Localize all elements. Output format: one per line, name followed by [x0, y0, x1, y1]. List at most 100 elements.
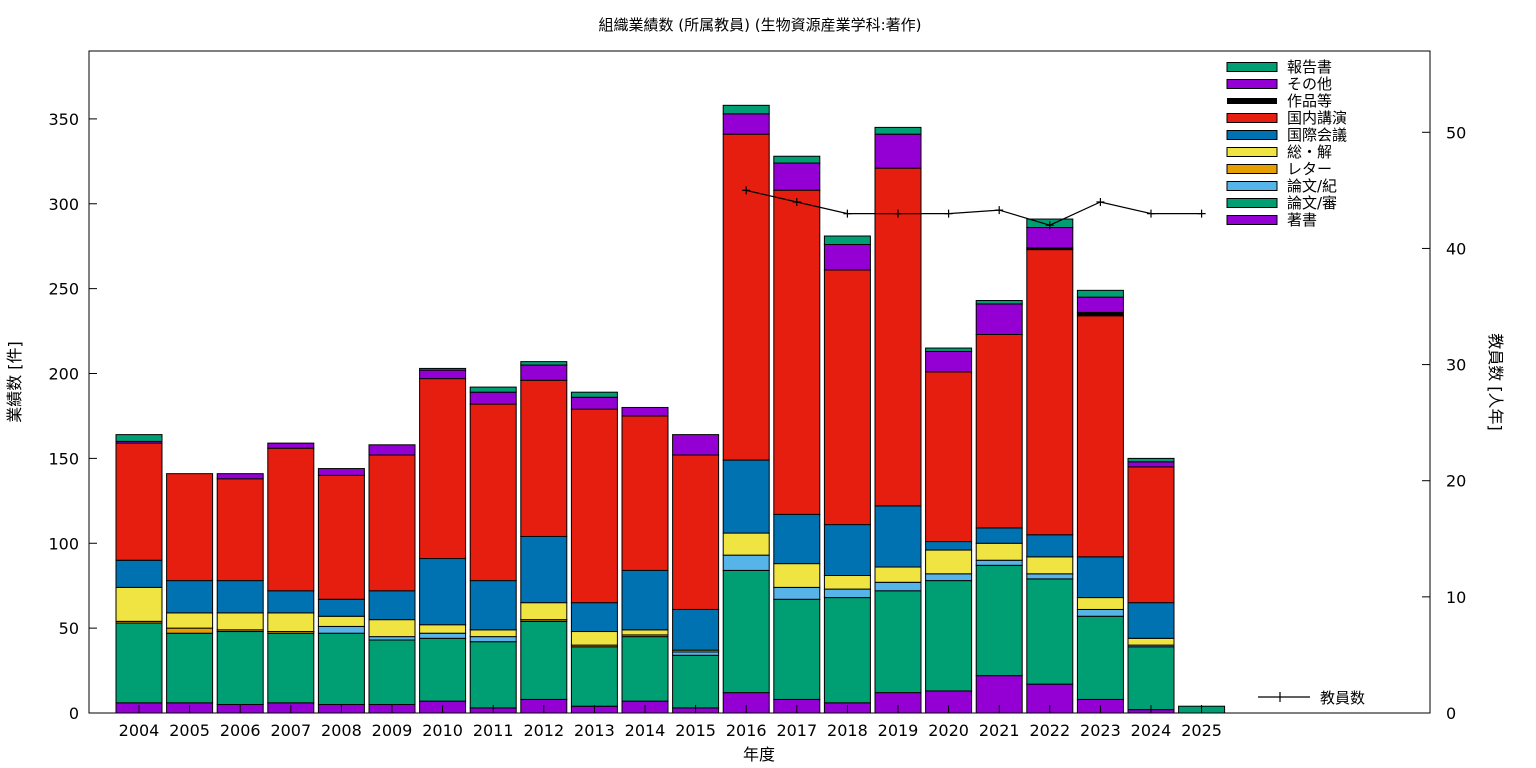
bar-segment [925, 350, 973, 373]
bar-segment [672, 608, 720, 651]
staff-line-point [843, 209, 852, 218]
x-tick-label: 2008 [321, 721, 362, 740]
x-tick-label: 2022 [1029, 721, 1070, 740]
x-tick-label: 2024 [1131, 721, 1172, 740]
bar-segment [267, 590, 315, 614]
bar-segment [166, 627, 214, 634]
bar-segment [874, 505, 922, 568]
bar-segment [672, 651, 720, 656]
x-tick-label: 2005 [169, 721, 210, 740]
x-tick-label: 2007 [270, 721, 311, 740]
bar-segment [722, 133, 770, 461]
bar-segment [317, 598, 365, 617]
y-tick-label: 200 [48, 365, 79, 384]
bar-segment [267, 447, 315, 592]
bar-segment [368, 639, 416, 706]
bar-segment [1076, 615, 1124, 700]
y-tick-label: 150 [48, 449, 79, 468]
y-tick-label: 350 [48, 110, 79, 129]
bar-segment [823, 269, 871, 526]
legend-swatch [1226, 130, 1278, 140]
x-tick-label: 2010 [422, 721, 463, 740]
bar-segment [975, 559, 1023, 566]
y2-tick-label: 50 [1446, 123, 1466, 142]
legend-swatch [1226, 164, 1278, 174]
bar-segment [469, 641, 517, 709]
legend-swatch [1226, 147, 1278, 157]
bar-segment [975, 303, 1023, 335]
y-tick-label: 50 [59, 619, 79, 638]
bar-segment [469, 629, 517, 638]
bar-segment [419, 624, 467, 634]
legend-swatch [1226, 181, 1278, 191]
x-tick-label: 2015 [675, 721, 716, 740]
y-tick-label: 0 [69, 704, 79, 723]
bar-segment [419, 558, 467, 626]
y-tick-label: 300 [48, 195, 79, 214]
bar-segment [368, 444, 416, 456]
bar-segment [925, 573, 973, 582]
staff-line-point [1147, 209, 1155, 218]
bar-segment [722, 554, 770, 571]
bar-segment [419, 367, 467, 371]
staff-line-point [1045, 221, 1054, 230]
bar-segment [925, 580, 973, 692]
x-tick-label: 2023 [1080, 721, 1121, 740]
staff-line-point [894, 209, 902, 218]
bar-segment [975, 527, 1023, 544]
bar-segment [621, 629, 669, 636]
bar-segment [773, 513, 821, 565]
bar-segment [115, 434, 163, 442]
y2-tick-label: 20 [1446, 472, 1466, 491]
chart-title: 組織業績数 (所属教員) (生物資源産業学科:著作) [598, 16, 921, 34]
staff-line-point [1197, 209, 1206, 218]
staff-line-point [995, 206, 1004, 215]
bar-segment [621, 415, 669, 571]
y-axis-label: 業績数 [件] [5, 341, 24, 423]
bar-segment [722, 459, 770, 534]
bar-segment [368, 619, 416, 638]
bar-segment [520, 602, 568, 621]
x-tick-label: 2009 [372, 721, 413, 740]
bar-segment [1127, 637, 1175, 646]
x-tick-label: 2017 [776, 721, 817, 740]
y2-tick-label: 40 [1446, 239, 1466, 258]
bar-segment [1076, 608, 1124, 617]
plot-frame [88, 50, 1431, 714]
bar-segment [368, 590, 416, 621]
bar-segment [1076, 315, 1124, 558]
bar-segment [823, 588, 871, 599]
bar-segment [317, 474, 365, 600]
bar-segment [874, 133, 922, 169]
bar-segment [570, 602, 618, 633]
bar-segment [1076, 311, 1124, 317]
bar-segment [469, 580, 517, 631]
bar-segment [925, 371, 973, 543]
bar-segment [368, 454, 416, 592]
legend-label: 国内講演 [1287, 109, 1347, 127]
bar-segment [874, 590, 922, 694]
staff-line-path [746, 189, 1202, 226]
x-axis-label: 年度 [743, 745, 775, 764]
legend-swatch [1226, 215, 1278, 225]
bar-segment [672, 654, 720, 709]
bar-segment [975, 542, 1023, 561]
bar-segment [520, 620, 568, 700]
legend-swatch [1226, 79, 1278, 89]
bar-segment [317, 615, 365, 627]
bar-segment [520, 379, 568, 537]
bar-segment [773, 155, 821, 164]
staff-line-point [742, 186, 751, 195]
bar-segment [722, 569, 770, 694]
legend-label: 論文/審 [1287, 194, 1337, 212]
bar-segment [773, 586, 821, 600]
right-axis-ticks: 0 10 20 30 40 50 [1422, 123, 1466, 723]
bar-segment [823, 575, 871, 590]
bar-segment [419, 637, 467, 702]
bar-segment [520, 361, 568, 366]
bar-segment [1026, 534, 1074, 558]
bar-segment [874, 566, 922, 583]
bar-segment [925, 347, 973, 352]
bar-segment [267, 632, 315, 704]
legend-line-label: 教員数 [1320, 689, 1365, 707]
